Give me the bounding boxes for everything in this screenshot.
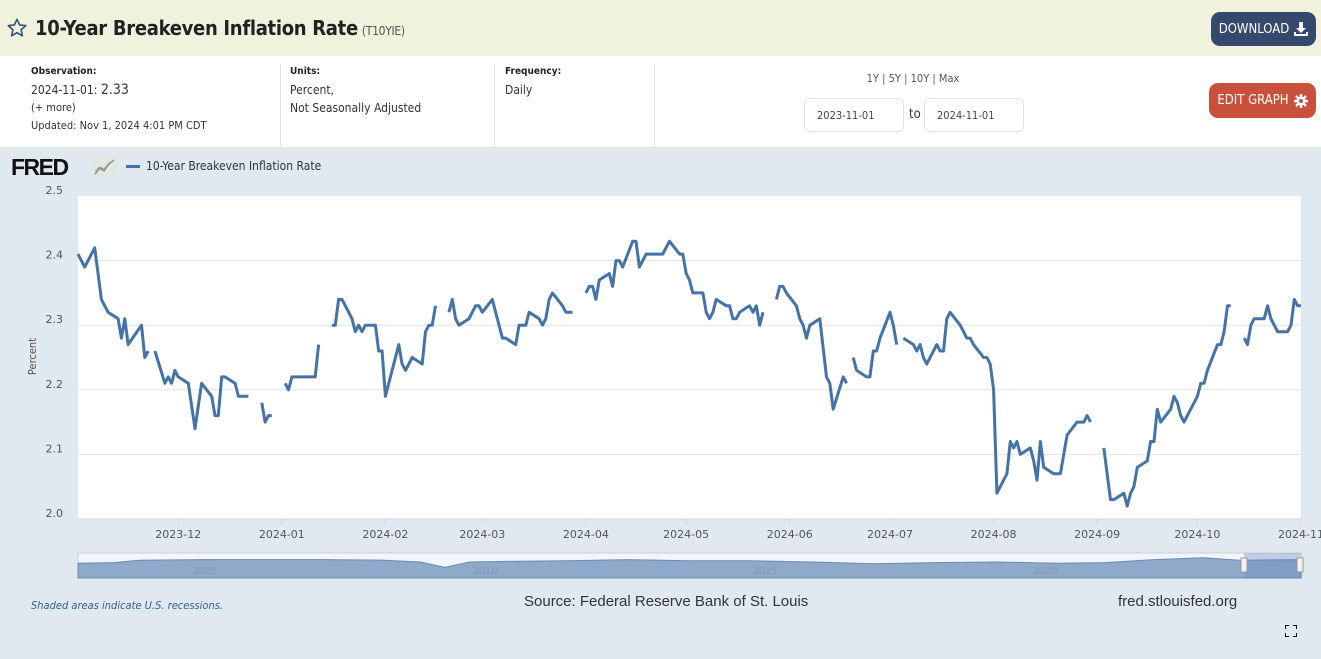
navigator-year-label: 2005 <box>192 566 217 577</box>
edit-graph-button[interactable]: EDIT GRAPH <box>1209 83 1316 118</box>
divider <box>280 64 281 146</box>
frequency-block: Frequency: Daily <box>505 66 561 99</box>
x-tick-label: 2024-08 <box>971 528 1017 541</box>
series-line-segment[interactable] <box>447 291 573 347</box>
y-tick-label: 2.5 <box>46 184 64 197</box>
recessions-note: Shaded areas indicate U.S. recessions. <box>31 599 224 612</box>
chart-logo-icon <box>93 157 116 177</box>
navigator-handle[interactable] <box>1240 557 1248 573</box>
y-tick-label: 2.2 <box>46 378 64 391</box>
units-block: Units: Percent, Not Seasonally Adjusted <box>290 66 421 117</box>
navigator-year-label: 2015 <box>752 566 777 577</box>
navigator-handle[interactable] <box>1296 557 1304 573</box>
x-tick-label: 2024-05 <box>663 528 709 541</box>
edit-graph-label: EDIT GRAPH <box>1217 93 1289 108</box>
fred-url[interactable]: fred.stlouisfed.org <box>1118 593 1238 610</box>
x-tick-label: 2024-03 <box>459 528 505 541</box>
range-max[interactable]: Max <box>938 72 960 85</box>
divider <box>654 64 655 146</box>
series-line-segment[interactable] <box>1102 304 1231 508</box>
download-button[interactable]: DOWNLOAD <box>1211 12 1316 46</box>
separator: | <box>932 72 936 85</box>
separator: | <box>882 72 886 85</box>
updated-timestamp: Updated: Nov 1, 2024 4:01 PM CDT <box>31 119 207 132</box>
navigator-year-label: 2020 <box>1032 566 1057 577</box>
more-observations-link[interactable]: (+ more) <box>31 101 76 114</box>
range-1y[interactable]: 1Y <box>866 72 879 85</box>
legend-label: 10-Year Breakeven Inflation Rate <box>146 159 322 173</box>
series-line-segment[interactable] <box>851 310 899 379</box>
y-tick-label: 2.0 <box>46 507 64 520</box>
fullscreen-icon[interactable] <box>1285 625 1297 637</box>
start-date-input[interactable] <box>804 98 904 132</box>
x-tick-label: 2024-10 <box>1174 528 1220 541</box>
series-line-segment[interactable] <box>584 239 765 327</box>
page-header: 10-Year Breakeven Inflation Rate (T10YIE)… <box>0 0 1321 56</box>
divider <box>494 64 495 146</box>
x-tick-label: 2024-06 <box>767 528 813 541</box>
to-label: to <box>909 107 921 122</box>
range-10y[interactable]: 10Y <box>910 72 930 85</box>
legend-line-swatch <box>126 164 140 168</box>
units-value: Percent, <box>290 83 334 97</box>
series-line-segment[interactable] <box>902 310 1092 495</box>
x-tick-label: 2024-07 <box>867 528 913 541</box>
series-line-segment[interactable] <box>332 297 437 398</box>
series-line-segment[interactable] <box>774 284 848 411</box>
observation-date: 2024-11-01: <box>31 83 98 97</box>
series-id: (T10YIE) <box>361 24 405 38</box>
units-label: Units: <box>290 66 321 77</box>
gear-icon <box>1293 93 1308 108</box>
page-title: 10-Year Breakeven Inflation Rate (T10YIE) <box>35 16 405 40</box>
y-tick-label: 2.4 <box>46 249 64 262</box>
fred-logo[interactable]: FRED <box>11 154 69 180</box>
navigator-series <box>77 557 1302 579</box>
download-icon <box>1294 22 1309 36</box>
series-line-segment[interactable] <box>153 350 249 431</box>
end-date-input[interactable] <box>924 98 1024 132</box>
series-info: Observation: 2024-11-01: 2.33 (+ more) U… <box>0 56 1321 147</box>
y-tick-label: 2.1 <box>46 442 64 455</box>
frequency-label: Frequency: <box>505 66 562 77</box>
seasonal-adjustment: Not Seasonally Adjusted <box>290 101 422 115</box>
x-tick-label: 2024-09 <box>1074 528 1120 541</box>
series-line-segment[interactable] <box>76 246 150 359</box>
frequency-value: Daily <box>505 83 533 97</box>
series-line-segment[interactable] <box>1242 297 1301 347</box>
series-line-segment[interactable] <box>283 344 321 392</box>
star-icon[interactable] <box>6 17 28 39</box>
x-tick-label: 2024-02 <box>362 528 408 541</box>
source-note: Source: Federal Reserve Bank of St. Loui… <box>524 593 809 610</box>
series-line-segment[interactable] <box>260 402 272 424</box>
navigator-selection[interactable] <box>1244 553 1301 578</box>
range-links: 1Y | 5Y | 10Y | Max <box>840 72 986 85</box>
y-tick-label: 2.3 <box>46 313 64 326</box>
x-tick-label: 2024-01 <box>259 528 305 541</box>
x-tick-label: 2023-12 <box>155 528 201 541</box>
series-title: 10-Year Breakeven Inflation Rate <box>35 16 358 40</box>
separator: | <box>904 72 908 85</box>
observation-block: Observation: 2024-11-01: 2.33 (+ more) U… <box>31 66 207 135</box>
observation-label: Observation: <box>31 66 97 77</box>
plot-background <box>78 196 1301 519</box>
download-label: DOWNLOAD <box>1218 21 1290 37</box>
chart-legend: 10-Year Breakeven Inflation Rate <box>126 159 321 173</box>
observation-value: 2.33 <box>100 82 129 98</box>
navigator-year-label: 2010 <box>472 566 497 577</box>
x-tick-label: 2024-11 <box>1278 528 1321 541</box>
x-tick-label: 2024-04 <box>563 528 609 541</box>
range-5y[interactable]: 5Y <box>888 72 901 85</box>
